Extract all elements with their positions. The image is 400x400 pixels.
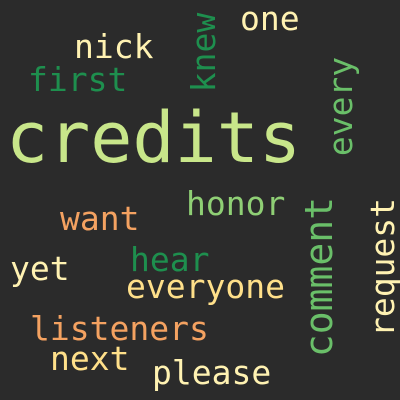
- word-knew: knew: [184, 12, 224, 93]
- word-request: request: [363, 197, 400, 338]
- word-hear: hear: [130, 240, 210, 279]
- word-credits: credits: [6, 97, 302, 179]
- word-please: please: [152, 353, 272, 392]
- word-every: every: [321, 56, 361, 157]
- word-first: first: [28, 60, 128, 99]
- word-want: want: [60, 199, 140, 238]
- word-one: one: [240, 0, 300, 38]
- word-nick: nick: [74, 27, 154, 66]
- word-honor: honor: [186, 184, 286, 223]
- word-listeners: listeners: [30, 309, 209, 348]
- word-yet: yet: [10, 249, 70, 288]
- word-comment: comment: [297, 196, 342, 358]
- word-next: next: [50, 339, 130, 378]
- word-everyone: everyone: [126, 267, 285, 306]
